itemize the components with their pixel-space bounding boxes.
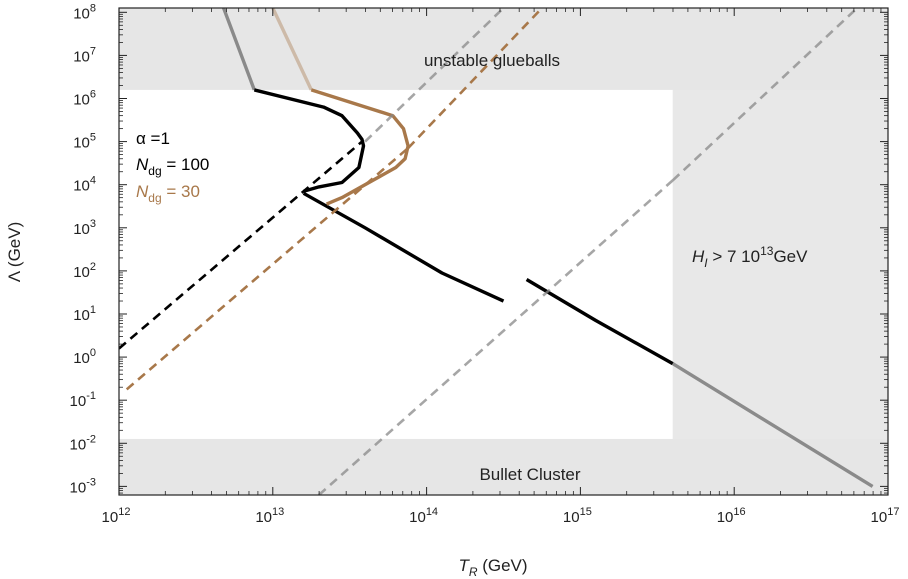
series-lines [119, 8, 874, 495]
x-tick-label: 1017 [871, 506, 900, 526]
y-tick-label: 100 [73, 347, 96, 367]
y-tick-label: 101 [73, 304, 96, 324]
y-tick-label: 104 [73, 175, 96, 195]
y-tick-label: 108 [73, 2, 96, 22]
x-tick-label: 1014 [409, 506, 438, 526]
axes: 1012 1013 1014 1015 1016 1017 10-3 10-2 10-1 100 1… [70, 2, 900, 526]
shaded-regions [119, 8, 888, 495]
x-tick-label: 1015 [563, 506, 592, 526]
series-line-7 [119, 140, 363, 350]
x-tick-label: 1013 [255, 506, 284, 526]
y-tick-label: 10-1 [70, 390, 96, 410]
alpha-label: α =1 [136, 129, 170, 148]
y-tick-label: 106 [73, 89, 96, 109]
y-axis-label: Λ (GeV) [5, 222, 24, 282]
series-line-8 [125, 147, 409, 391]
series-line-12 [671, 8, 859, 182]
x-tick-label: 1016 [717, 506, 746, 526]
series-line-10 [364, 8, 505, 143]
plot-frame [118, 7, 889, 496]
region-label-unstable-glueballs: unstable glueballs [424, 51, 560, 70]
series-line-0 [253, 88, 366, 193]
y-tick-label: 103 [73, 218, 96, 238]
x-axis-label: TR (GeV) [458, 556, 527, 579]
series-line-3 [671, 362, 874, 488]
series-line-9 [407, 8, 543, 149]
region-label-inflation-bound: HI > 7 1013GeV [692, 244, 808, 270]
y-tick-label: 107 [73, 45, 96, 65]
series-line-4 [222, 8, 256, 91]
y-tick-label: 105 [73, 132, 96, 152]
y-tick-label: 102 [73, 261, 96, 281]
series-line-11 [318, 179, 674, 495]
series-line-5 [310, 88, 410, 206]
y-tick-label: 10-3 [70, 476, 96, 496]
series-line-6 [271, 8, 313, 91]
series-line-2 [525, 278, 674, 366]
y-tick-label: 10-2 [70, 433, 96, 453]
region-label-bullet-cluster: Bullet Cluster [479, 465, 580, 484]
legend-ndg-100: Ndg = 100 [136, 155, 209, 178]
x-tick-label: 1012 [102, 506, 131, 526]
legend-ndg-30: Ndg = 30 [136, 182, 200, 205]
region-inflation-bound [672, 8, 888, 495]
series-line-1 [302, 191, 505, 303]
